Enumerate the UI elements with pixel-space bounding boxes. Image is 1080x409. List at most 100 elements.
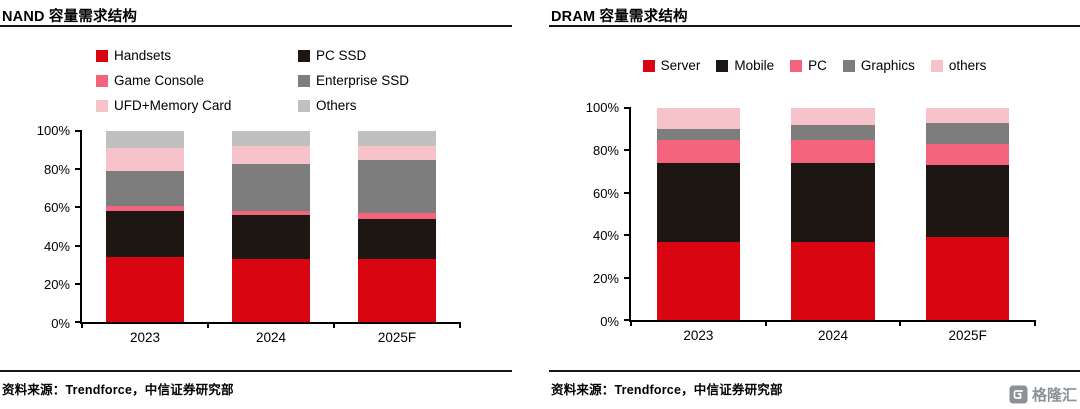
- legend-swatch: [930, 59, 943, 72]
- bar-segment-others: [231, 131, 311, 147]
- bar-segment-others: [105, 131, 185, 149]
- stacked-bar: [656, 108, 741, 320]
- bar-segment-ufd-memory-card: [357, 146, 437, 160]
- bar-segment-game-console: [357, 213, 437, 219]
- bar-segment-pc-ssd: [105, 211, 185, 258]
- legend-item: Graphics: [842, 58, 915, 73]
- legend-label: Game Console: [114, 73, 205, 88]
- bar-segment-enterprise-ssd: [231, 163, 311, 212]
- bar-column: 2025F: [334, 131, 460, 345]
- y-tick-label: 40%: [592, 228, 619, 244]
- bar-segment-others: [925, 108, 1010, 123]
- y-tick-mark: [624, 149, 631, 152]
- legend-item: PC: [790, 58, 827, 73]
- y-tick-label: 20%: [43, 277, 70, 293]
- x-tick-mark: [207, 322, 209, 328]
- bar-segment-others: [791, 108, 875, 125]
- legend-item: Handsets: [96, 48, 298, 63]
- nand-stacked-bar-chart: 0% 20% 40% 60% 80% 100% 2023 2024 2025F: [18, 124, 461, 345]
- bar-column: 2023: [631, 108, 766, 343]
- x-tick-mark: [630, 320, 632, 326]
- plot-area: 2023 2024 2025F: [624, 107, 1036, 343]
- y-tick-label: 40%: [43, 238, 70, 254]
- legend-swatch: [790, 59, 803, 72]
- x-tick-mark: [459, 322, 461, 328]
- stacked-bar: [791, 108, 875, 320]
- gelonghui-icon: [1009, 385, 1028, 404]
- bar-segment-graphics: [791, 124, 875, 140]
- dram-source-note: 资料来源：Trendforce，中信证券研究部: [551, 383, 783, 397]
- stacked-bar: [925, 108, 1010, 320]
- bar-segment-ufd-memory-card: [231, 146, 311, 164]
- legend-swatch: [642, 59, 655, 72]
- y-tick-label: 80%: [43, 161, 70, 177]
- bar-column: 2025F: [900, 108, 1035, 343]
- legend-label: UFD+Memory Card: [114, 98, 232, 113]
- y-tick-label: 80%: [592, 142, 619, 158]
- bar-segment-handsets: [357, 258, 437, 322]
- bar-segment-handsets: [105, 257, 185, 322]
- legend-item: Enterprise SSD: [298, 73, 409, 88]
- y-tick-label: 100%: [36, 123, 70, 138]
- legend-label: PC SSD: [316, 48, 367, 63]
- footer-divider: [0, 370, 512, 372]
- y-tick-label: 0%: [600, 314, 619, 329]
- legend-label: others: [948, 58, 987, 73]
- bar-segment-pc: [791, 139, 875, 164]
- legend-swatch: [716, 59, 729, 72]
- x-tick-mark: [1034, 320, 1036, 326]
- nand-chart-panel: NAND 容量需求结构 Handsets PC SSD Game Console En…: [0, 0, 512, 409]
- stacked-bar: [231, 131, 311, 322]
- y-tick-mark: [624, 319, 631, 321]
- bar-segment-pc-ssd: [357, 218, 437, 259]
- legend-label: PC: [808, 58, 827, 73]
- y-tick-mark: [75, 282, 82, 285]
- bar-segment-server: [656, 241, 741, 320]
- legend-item: Game Console: [96, 73, 298, 88]
- legend-swatch: [96, 74, 108, 87]
- x-axis-label: 2025F: [377, 330, 417, 345]
- x-axis-label: 2024: [817, 328, 849, 343]
- bar-column: 2024: [208, 131, 334, 345]
- title-divider: [549, 25, 1080, 27]
- nand-source-note: 资料来源：Trendforce，中信证券研究部: [2, 383, 234, 397]
- y-tick-mark: [75, 321, 82, 323]
- legend-swatch: [298, 74, 310, 87]
- stacked-bar: [357, 131, 437, 322]
- legend-item: Server: [642, 58, 701, 73]
- x-tick-mark: [764, 320, 767, 326]
- y-tick-label: 100%: [585, 100, 619, 115]
- bar-segment-handsets: [231, 258, 311, 322]
- bar-segment-mobile: [925, 165, 1010, 238]
- x-axis-label: 2023: [683, 328, 714, 343]
- bar-segment-server: [791, 241, 875, 320]
- nand-chart-title: NAND 容量需求结构: [2, 9, 138, 25]
- legend-item: PC SSD: [298, 48, 409, 63]
- y-axis: 0% 20% 40% 60% 80% 100%: [567, 101, 629, 329]
- legend-swatch: [298, 49, 310, 62]
- legend-swatch: [842, 59, 855, 72]
- legend-label: Server: [660, 58, 701, 73]
- gelonghui-label: 格隆汇: [1031, 387, 1077, 404]
- x-axis-label: 2024: [255, 330, 287, 345]
- legend-label: Enterprise SSD: [316, 73, 410, 88]
- bar-segment-mobile: [791, 163, 875, 242]
- y-tick-label: 60%: [43, 200, 70, 216]
- y-tick-mark: [75, 206, 82, 209]
- y-tick-label: 60%: [592, 185, 619, 201]
- bar-segment-game-console: [231, 211, 311, 216]
- y-tick-mark: [624, 276, 631, 279]
- x-axis-label: 2025F: [948, 328, 987, 343]
- legend-swatch: [96, 49, 108, 62]
- nand-legend: Handsets PC SSD Game Console Enterprise SSD…: [96, 48, 409, 113]
- bar-segment-pc: [925, 144, 1010, 166]
- bar-segment-enterprise-ssd: [105, 171, 185, 206]
- legend-swatch: [96, 99, 108, 112]
- bar-segment-server: [925, 237, 1010, 320]
- x-tick-mark: [333, 322, 335, 328]
- x-tick-mark: [899, 320, 902, 326]
- bar-segment-game-console: [105, 205, 185, 212]
- plot-area: 2023 2024 2025F: [75, 130, 461, 345]
- y-tick-mark: [75, 244, 82, 247]
- bar-segment-pc-ssd: [231, 215, 311, 259]
